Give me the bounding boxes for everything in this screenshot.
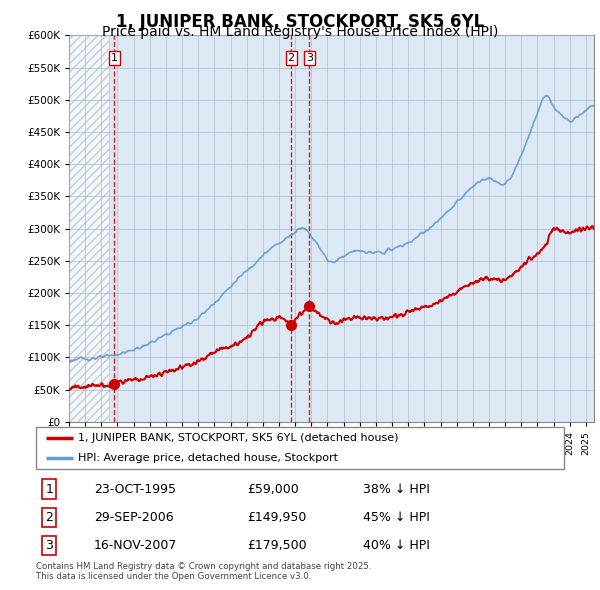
Text: 1, JUNIPER BANK, STOCKPORT, SK5 6YL (detached house): 1, JUNIPER BANK, STOCKPORT, SK5 6YL (det… [78, 433, 399, 443]
Text: £179,500: £179,500 [247, 539, 307, 552]
Text: 29-SEP-2006: 29-SEP-2006 [94, 511, 174, 524]
FancyBboxPatch shape [36, 427, 564, 469]
Text: £149,950: £149,950 [247, 511, 307, 524]
Text: HPI: Average price, detached house, Stockport: HPI: Average price, detached house, Stoc… [78, 453, 338, 463]
Text: 2: 2 [45, 511, 53, 524]
Text: 40% ↓ HPI: 40% ↓ HPI [364, 539, 430, 552]
Text: 2: 2 [287, 53, 295, 63]
Text: Contains HM Land Registry data © Crown copyright and database right 2025.
This d: Contains HM Land Registry data © Crown c… [36, 562, 371, 581]
Text: 3: 3 [306, 53, 313, 63]
Text: 1: 1 [111, 53, 118, 63]
Text: 45% ↓ HPI: 45% ↓ HPI [364, 511, 430, 524]
Text: 16-NOV-2007: 16-NOV-2007 [94, 539, 178, 552]
Text: Price paid vs. HM Land Registry's House Price Index (HPI): Price paid vs. HM Land Registry's House … [102, 25, 498, 40]
Text: 1: 1 [45, 483, 53, 496]
Text: 1, JUNIPER BANK, STOCKPORT, SK5 6YL: 1, JUNIPER BANK, STOCKPORT, SK5 6YL [116, 13, 484, 31]
Text: 38% ↓ HPI: 38% ↓ HPI [364, 483, 430, 496]
Text: 23-OCT-1995: 23-OCT-1995 [94, 483, 176, 496]
Text: £59,000: £59,000 [247, 483, 299, 496]
Text: 3: 3 [45, 539, 53, 552]
